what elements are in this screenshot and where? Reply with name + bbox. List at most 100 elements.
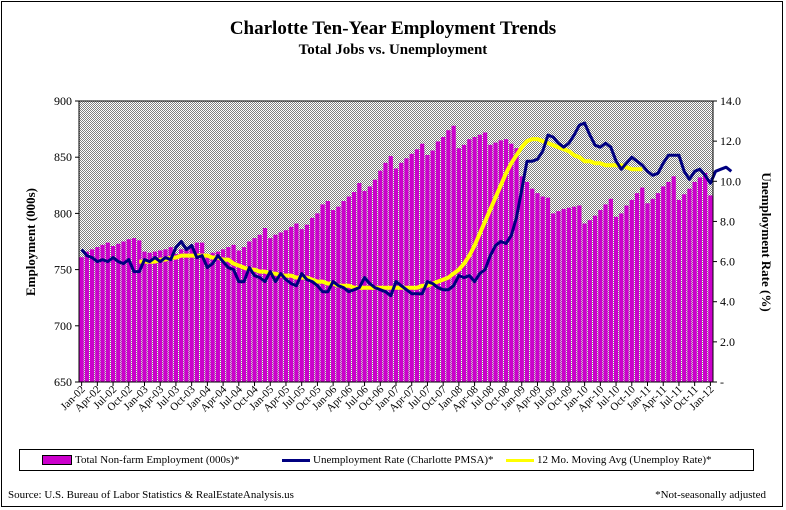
employment-bar	[84, 251, 89, 382]
employment-bar	[577, 205, 582, 382]
employment-bar	[572, 206, 577, 382]
employment-bar	[179, 249, 184, 382]
employment-bar	[566, 207, 571, 382]
employment-bar	[241, 247, 247, 382]
employment-bar	[357, 183, 362, 382]
employment-bar	[608, 198, 613, 382]
legend-item-unemployment: Unemployment Rate (Charlotte PMSA)*	[282, 454, 494, 466]
employment-bar	[268, 238, 273, 382]
legend-label-employment: Total Non-farm Employment (000s)*	[75, 454, 240, 466]
employment-bar	[697, 177, 702, 382]
employment-bar	[692, 181, 697, 382]
employment-bar	[619, 213, 624, 382]
employment-bar	[215, 251, 220, 382]
employment-bar	[551, 213, 556, 382]
employment-bar	[320, 204, 325, 382]
employment-bar	[252, 238, 257, 382]
employment-bar	[650, 198, 655, 382]
employment-bar	[236, 250, 241, 382]
employment-bar	[116, 243, 121, 382]
employment-bar	[173, 253, 179, 382]
employment-bar	[378, 170, 383, 382]
employment-bar	[629, 199, 634, 382]
employment-bar	[158, 250, 163, 382]
legend-label-moving-avg: 12 Mo. Moving Avg (Unemploy Rate)*	[537, 454, 712, 466]
employment-bar	[435, 141, 441, 382]
employment-bar	[661, 186, 666, 382]
employment-bar	[152, 251, 158, 382]
employment-bar	[200, 242, 205, 382]
employment-bar	[121, 241, 126, 382]
employment-bar	[582, 223, 587, 382]
employment-bar	[226, 247, 231, 382]
employment-bar	[105, 242, 110, 382]
employment-bar	[703, 172, 708, 382]
employment-bar	[467, 139, 472, 382]
employment-bar	[372, 179, 378, 382]
employment-bar	[645, 203, 650, 382]
source-note: Source: U.S. Bureau of Labor Statistics …	[8, 489, 294, 501]
employment-bar	[682, 194, 687, 382]
employment-bar	[404, 158, 409, 382]
y2-tick-label: -	[720, 375, 724, 389]
employment-bar	[137, 240, 142, 382]
employment-bar	[299, 229, 304, 382]
legend: Total Non-farm Employment (000s)* Unempl…	[19, 449, 754, 471]
y-axis-label: Employment (000s)	[23, 188, 38, 296]
employment-bar	[671, 176, 676, 382]
employment-bar	[283, 230, 289, 382]
employment-bar	[598, 210, 603, 382]
employment-bar	[273, 234, 278, 382]
employment-bar	[519, 176, 524, 382]
employment-bar	[110, 246, 116, 382]
y2-tick-label: 2.0	[720, 335, 735, 349]
y2-tick-label: 4.0	[720, 295, 735, 309]
legend-swatch-unemployment	[282, 458, 310, 462]
y-tick-label: 850	[54, 150, 72, 164]
employment-bar	[634, 193, 640, 382]
legend-item-moving-avg: 12 Mo. Moving Avg (Unemploy Rate)*	[506, 454, 712, 466]
employment-bar	[624, 205, 629, 382]
employment-bar	[666, 181, 671, 382]
line-series	[80, 121, 733, 298]
employment-bar	[640, 187, 645, 382]
employment-bar	[425, 154, 430, 382]
employment-bar	[388, 156, 393, 382]
employment-bar	[383, 162, 388, 382]
employment-bar	[336, 206, 341, 382]
employment-bar	[545, 197, 551, 382]
employment-bar	[147, 252, 152, 382]
employment-bar	[210, 252, 215, 382]
employment-bar	[687, 188, 692, 382]
y-tick-label: 800	[54, 206, 72, 220]
employment-bar	[163, 249, 168, 382]
employment-bar	[446, 130, 451, 382]
seasonal-note: *Not-seasonally adjusted	[655, 489, 766, 501]
employment-bar	[79, 257, 84, 382]
employment-bar	[420, 143, 425, 382]
employment-bar	[194, 242, 199, 382]
y2-tick-label: 8.0	[720, 214, 735, 228]
chart-title: Charlotte Ten-Year Employment Trends	[229, 18, 557, 39]
employment-bar	[393, 168, 399, 382]
employment-bar	[95, 247, 100, 382]
legend-swatch-employment	[42, 455, 72, 466]
y-tick-label: 650	[54, 375, 72, 389]
employment-bar	[346, 196, 351, 382]
employment-bar	[708, 195, 713, 382]
chart-svg: 650 700 750 800 850 900 - 2.0 4.0 6.0 8.0 10.0 12.0 1…	[23, 94, 774, 414]
employment-bar	[262, 228, 268, 382]
y2-axis-label: Unemployment Rate (%)	[759, 172, 774, 311]
unemployment-line	[80, 121, 733, 298]
employment-bar	[498, 140, 503, 382]
employment-bar	[131, 238, 137, 382]
employment-bar	[341, 201, 346, 382]
employment-bar	[488, 144, 493, 382]
employment-bar	[482, 132, 488, 382]
employment-bar	[676, 199, 682, 382]
employment-bar	[315, 213, 320, 382]
employment-bar	[304, 224, 310, 382]
employment-bar	[593, 215, 598, 382]
employment-bar	[90, 249, 95, 382]
